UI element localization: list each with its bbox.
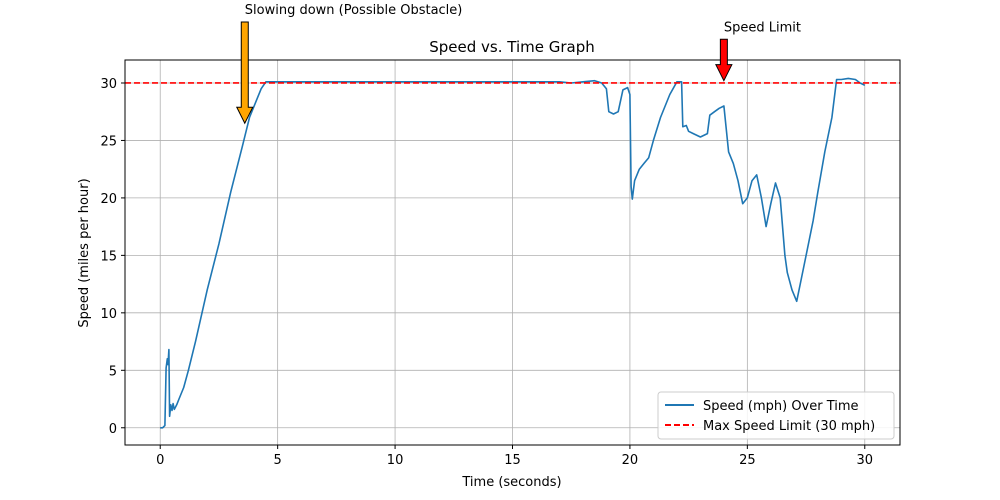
legend-label-speed: Speed (mph) Over Time: [703, 399, 859, 414]
x-axis-label: Time (seconds): [461, 475, 561, 490]
legend-label-speed-limit: Max Speed Limit (30 mph): [703, 419, 875, 434]
x-tick-label: 5: [274, 453, 282, 468]
x-tick-label: 30: [856, 453, 873, 468]
x-tick-label: 0: [156, 453, 164, 468]
y-tick-label: 30: [100, 77, 117, 92]
axis-ticks: 0 5 10 15 20 25 30 0 5 10 15 20 25 30: [100, 77, 873, 468]
y-tick-label: 10: [100, 307, 117, 322]
annotation-arrow: [235, 21, 254, 125]
y-tick-label: 0: [109, 422, 117, 437]
x-tick-label: 15: [504, 453, 521, 468]
x-tick-label: 25: [739, 453, 756, 468]
speed-series-line: [160, 77, 866, 429]
y-axis-label: Speed (miles per hour): [77, 178, 92, 327]
annotation-label: Slowing down (Possible Obstacle): [245, 3, 463, 18]
y-tick-label: 15: [100, 249, 117, 264]
annotations: Slowing down (Possible Obstacle) Speed Li…: [235, 3, 801, 125]
annotation-arrow: [715, 38, 733, 82]
y-tick-label: 20: [100, 192, 117, 207]
chart-title: Speed vs. Time Graph: [429, 38, 595, 56]
x-tick-label: 20: [622, 453, 639, 468]
x-tick-label: 10: [387, 453, 404, 468]
annotation-label: Speed Limit: [724, 20, 801, 35]
legend-box: [657, 391, 895, 440]
y-tick-label: 25: [100, 134, 117, 149]
plot-lines: [125, 77, 900, 429]
y-tick-label: 5: [109, 364, 117, 379]
legend: Speed (mph) Over Time Max Speed Limit (3…: [657, 391, 895, 440]
